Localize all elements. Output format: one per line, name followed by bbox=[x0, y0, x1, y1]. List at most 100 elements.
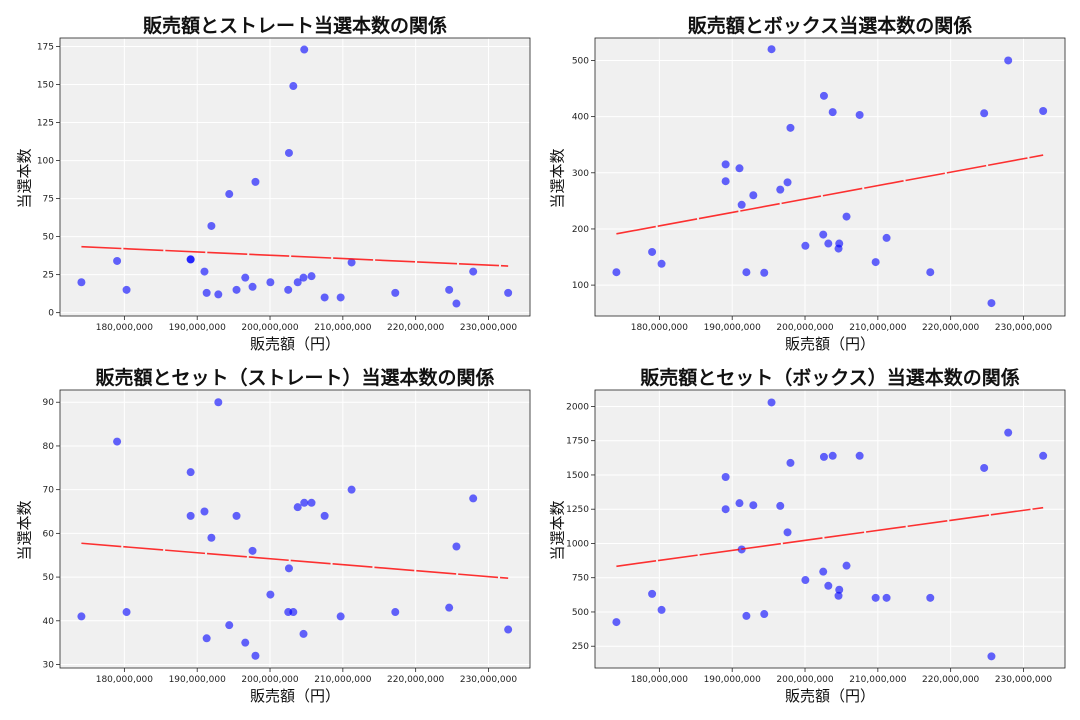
data-point bbox=[77, 278, 86, 287]
data-point bbox=[735, 499, 744, 508]
data-point bbox=[504, 625, 513, 634]
data-point bbox=[776, 185, 785, 194]
y-tick-label: 1250 bbox=[566, 505, 589, 515]
y-tick-label: 40 bbox=[43, 617, 55, 627]
data-point bbox=[289, 608, 298, 617]
data-point bbox=[987, 652, 996, 661]
data-point bbox=[469, 494, 478, 503]
y-tick-label: 150 bbox=[37, 81, 54, 91]
data-point bbox=[612, 618, 621, 627]
data-point bbox=[504, 288, 513, 297]
chart-title: 販売額とボックス当選本数の関係 bbox=[687, 15, 973, 37]
data-point bbox=[721, 160, 730, 169]
y-tick-label: 500 bbox=[572, 56, 589, 66]
data-point bbox=[835, 239, 844, 248]
data-point bbox=[113, 256, 122, 265]
x-tick-label: 220,000,000 bbox=[387, 675, 445, 685]
data-point bbox=[251, 177, 260, 186]
data-point bbox=[819, 452, 828, 461]
data-point bbox=[871, 258, 880, 267]
y-tick-label: 400 bbox=[572, 113, 589, 123]
data-point bbox=[742, 611, 751, 620]
data-point bbox=[835, 585, 844, 594]
y-tick-label: 70 bbox=[43, 486, 55, 496]
x-tick-label: 210,000,000 bbox=[314, 323, 372, 333]
data-point bbox=[452, 299, 461, 308]
data-point bbox=[1039, 451, 1048, 460]
data-point bbox=[214, 398, 223, 407]
x-tick-label: 200,000,000 bbox=[776, 675, 834, 685]
y-tick-label: 1750 bbox=[566, 437, 589, 447]
data-point bbox=[801, 241, 810, 250]
data-point bbox=[122, 608, 131, 617]
data-point bbox=[824, 581, 833, 590]
y-axis-label: 当選本数 bbox=[15, 500, 34, 561]
data-point bbox=[767, 45, 776, 54]
x-tick-label: 220,000,000 bbox=[922, 323, 980, 333]
data-point bbox=[842, 212, 851, 221]
data-point bbox=[241, 638, 250, 647]
plot-frame bbox=[59, 37, 531, 317]
data-point bbox=[824, 239, 833, 248]
y-tick-label: 200 bbox=[572, 225, 589, 235]
x-tick-label: 180,000,000 bbox=[631, 675, 689, 685]
data-point bbox=[284, 564, 293, 573]
data-point bbox=[980, 109, 989, 118]
plot-frame bbox=[594, 389, 1066, 669]
x-tick-label: 200,000,000 bbox=[241, 675, 299, 685]
y-tick-label: 750 bbox=[572, 574, 589, 584]
y-tick-label: 250 bbox=[572, 642, 589, 652]
data-point bbox=[347, 258, 356, 267]
data-point bbox=[648, 247, 657, 256]
data-point bbox=[284, 285, 293, 294]
y-tick-label: 100 bbox=[37, 157, 54, 167]
data-point bbox=[248, 282, 257, 291]
data-point bbox=[855, 110, 864, 119]
data-point bbox=[251, 651, 260, 660]
y-tick-label: 100 bbox=[572, 281, 589, 291]
data-point bbox=[786, 123, 795, 132]
data-point bbox=[307, 272, 316, 281]
data-point bbox=[776, 501, 785, 510]
data-point bbox=[737, 545, 746, 554]
data-point bbox=[214, 290, 223, 299]
data-point bbox=[445, 603, 454, 612]
y-tick-label: 90 bbox=[43, 398, 55, 408]
y-tick-label: 75 bbox=[43, 195, 54, 205]
trend-line bbox=[616, 506, 1044, 568]
chart-title: 販売額とセット（ボックス）当選本数の関係 bbox=[640, 367, 1020, 389]
data-point bbox=[113, 437, 122, 446]
x-tick-label: 220,000,000 bbox=[387, 323, 445, 333]
y-tick-label: 500 bbox=[572, 608, 589, 618]
data-point bbox=[300, 45, 309, 54]
data-point bbox=[391, 608, 400, 617]
data-point bbox=[828, 108, 837, 117]
data-point bbox=[232, 285, 241, 294]
data-point bbox=[186, 255, 195, 264]
data-point bbox=[241, 273, 250, 282]
trend-line bbox=[81, 542, 509, 580]
data-point bbox=[77, 612, 86, 621]
plot-area bbox=[595, 38, 1065, 316]
x-tick-label: 210,000,000 bbox=[849, 675, 907, 685]
data-point bbox=[819, 230, 828, 239]
data-point bbox=[783, 528, 792, 537]
data-point bbox=[819, 567, 828, 576]
data-point bbox=[749, 501, 758, 510]
data-point bbox=[648, 589, 657, 598]
data-point bbox=[882, 233, 891, 242]
data-point bbox=[926, 593, 935, 602]
data-point bbox=[232, 511, 241, 520]
data-point bbox=[452, 542, 461, 551]
x-tick-label: 210,000,000 bbox=[314, 675, 372, 685]
data-point bbox=[248, 546, 257, 555]
data-point bbox=[1004, 428, 1013, 437]
data-point bbox=[987, 299, 996, 308]
x-tick-label: 180,000,000 bbox=[96, 323, 154, 333]
data-point bbox=[445, 285, 454, 294]
data-point bbox=[186, 468, 195, 477]
y-tick-label: 2000 bbox=[566, 402, 589, 412]
data-point bbox=[657, 259, 666, 268]
